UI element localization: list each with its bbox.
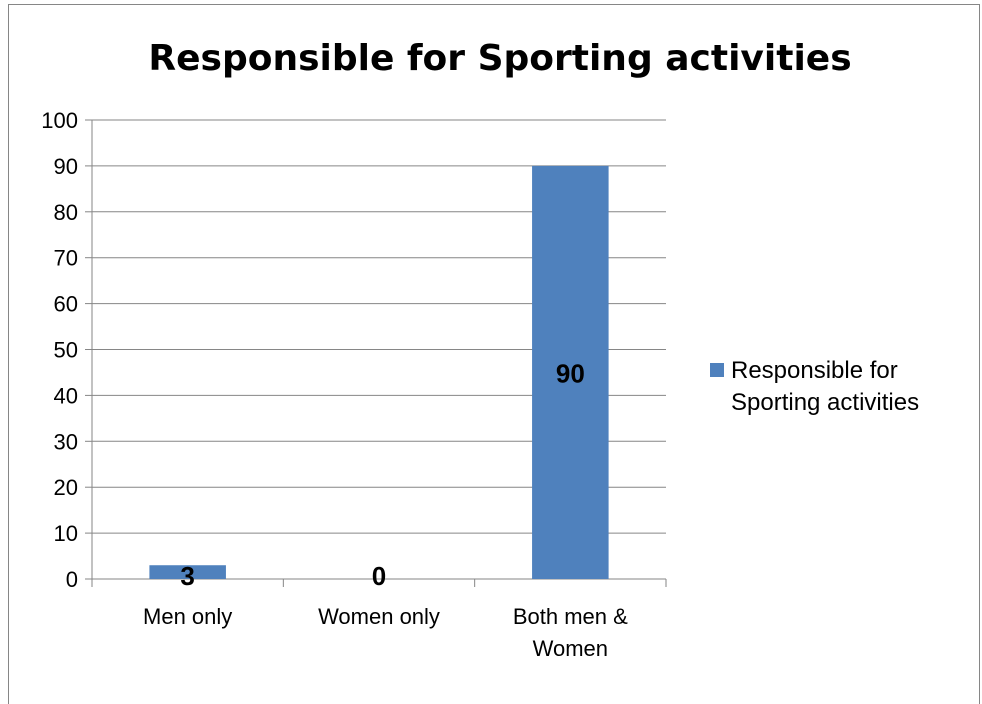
category-label-line: Men only	[143, 604, 232, 629]
data-label: 3	[180, 561, 194, 591]
chart-area	[8, 4, 980, 704]
y-tick-label: 20	[54, 475, 78, 500]
y-tick-label: 0	[66, 567, 78, 592]
category-label: Both men & Women	[513, 604, 628, 661]
y-tick-label: 60	[54, 292, 78, 317]
y-tick-label: 90	[54, 154, 78, 179]
y-tick-label: 30	[54, 429, 78, 454]
category-label: Men only	[143, 604, 232, 629]
category-label-line: Women	[533, 636, 608, 661]
legend-label-line: Sporting activities	[731, 389, 919, 416]
category-label: Women only	[318, 604, 440, 629]
legend-swatch	[710, 363, 724, 377]
bar-chart: 0 10 20 30 40 50 60 70 80 90 100 3 Men only 0 Women on…	[41, 108, 919, 661]
bar	[532, 165, 609, 579]
data-label: 90	[556, 358, 585, 388]
y-tick-label: 40	[54, 383, 78, 408]
legend-label: Responsible for Sporting activities	[731, 357, 919, 416]
bar	[149, 565, 226, 579]
chart-title: Responsible for Sporting activities	[148, 38, 852, 79]
category-label-line: Both men &	[513, 604, 628, 629]
data-label: 0	[372, 561, 386, 591]
y-tick-label: 70	[54, 246, 78, 271]
y-tick-label: 100	[41, 108, 78, 133]
category-label-line: Women only	[318, 604, 440, 629]
legend-label-line: Responsible for	[731, 357, 898, 384]
y-tick-label: 10	[54, 521, 78, 546]
y-tick-label: 50	[54, 338, 78, 363]
y-tick-label: 80	[54, 200, 78, 225]
